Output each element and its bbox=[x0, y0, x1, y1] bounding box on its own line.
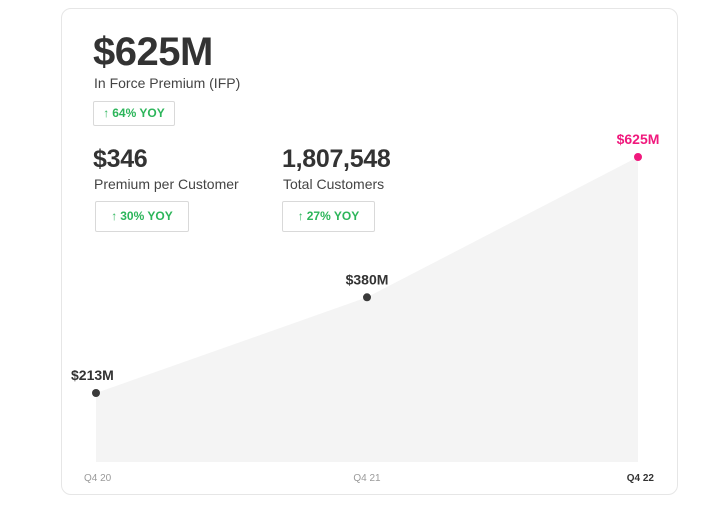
up-arrow-icon: ↑ bbox=[297, 209, 304, 223]
total-customers-label: Total Customers bbox=[283, 176, 385, 192]
premium-change-badge: ↑ 30% YOY bbox=[95, 201, 189, 232]
up-arrow-icon: ↑ bbox=[103, 106, 110, 120]
data-point bbox=[92, 389, 100, 397]
x-tick-label: Q4 22 bbox=[627, 473, 655, 484]
data-point bbox=[363, 293, 371, 302]
data-point bbox=[634, 153, 642, 161]
data-label: $625M bbox=[617, 131, 660, 147]
total-customers-value: 1,807,548 bbox=[282, 145, 391, 173]
data-label: $213M bbox=[71, 367, 114, 383]
data-label: $380M bbox=[346, 271, 389, 287]
customers-change-badge: ↑ 27% YOY bbox=[282, 201, 375, 232]
ifp-label: In Force Premium (IFP) bbox=[94, 75, 241, 91]
up-arrow-icon: ↑ bbox=[111, 209, 118, 223]
ifp-change-text: 64% YOY bbox=[112, 106, 165, 120]
x-tick-label: Q4 21 bbox=[353, 473, 381, 484]
premium-change-text: 30% YOY bbox=[120, 209, 173, 223]
premium-per-customer-value: $346 bbox=[93, 145, 148, 173]
ifp-value: $625M bbox=[93, 30, 213, 74]
ifp-change-badge: ↑ 64% YOY bbox=[93, 101, 175, 126]
ifp-area bbox=[96, 157, 638, 462]
premium-per-customer-label: Premium per Customer bbox=[94, 176, 239, 192]
customers-change-text: 27% YOY bbox=[306, 209, 360, 223]
x-tick-label: Q4 20 bbox=[84, 473, 112, 484]
